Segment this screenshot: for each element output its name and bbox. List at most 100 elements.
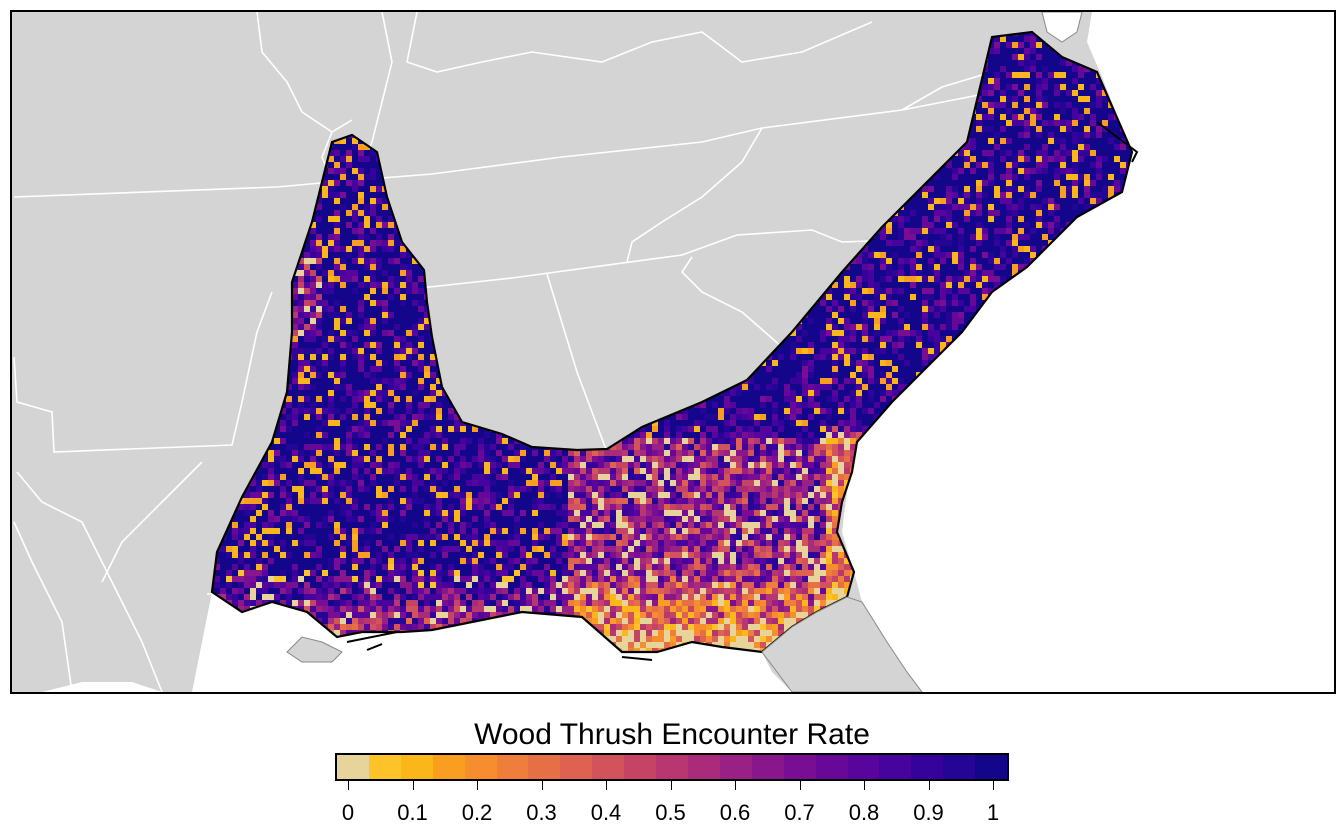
raster-cell [1000,54,1007,61]
raster-cell [1018,210,1025,217]
raster-cell [1000,42,1007,49]
raster-cell [334,198,341,205]
raster-cell [970,192,977,199]
raster-cell [1048,156,1055,163]
raster-cell [1090,114,1097,121]
raster-cell [1078,156,1085,163]
raster-cell [1114,120,1121,127]
raster-cell [364,210,371,217]
raster-cell [988,138,995,145]
raster-cell [1000,186,1007,193]
raster-cell [1030,114,1037,121]
raster-cell [364,180,371,187]
raster-cell [1000,168,1007,175]
raster-cell [1012,90,1019,97]
raster-cell [1012,180,1019,187]
raster-cell [1036,180,1043,187]
raster-cell [328,198,335,205]
raster-cell [1030,156,1037,163]
raster-cell [1012,96,1019,103]
raster-cell [982,204,989,211]
raster-cell [1066,90,1073,97]
raster-cell [1096,84,1103,91]
raster-cell [994,204,1001,211]
raster-cell [352,198,359,205]
raster-cell [970,120,977,127]
raster-cell [1096,180,1103,187]
raster-cell [322,198,329,205]
raster-cell [1096,150,1103,157]
raster-cell [1012,84,1019,91]
raster-cell [346,186,353,193]
raster-cell [1108,150,1115,157]
raster-cell [952,168,959,175]
raster-cell [1072,162,1079,169]
raster-cell [346,192,353,199]
raster-cell [1012,48,1019,55]
raster-cell [1066,108,1073,115]
raster-cell [1084,114,1091,121]
raster-cell [958,210,965,217]
raster-cell [352,144,359,151]
raster-cell [1024,186,1031,193]
raster-cell [1042,156,1049,163]
raster-cell [1012,132,1019,139]
raster-cell [1054,60,1061,67]
raster-cell [1036,150,1043,157]
raster-cell [340,162,347,169]
raster-cell [970,210,977,217]
raster-cell [994,114,1001,121]
raster-cell [1006,78,1013,85]
raster-cell [1066,156,1073,163]
raster-cell [1048,162,1055,169]
raster-cell [346,210,353,217]
raster-cell [1102,156,1109,163]
raster-cell [1120,150,1127,157]
raster-cell [1120,162,1127,169]
raster-cell [1060,132,1067,139]
raster-cell [976,126,983,133]
raster-cell [1000,138,1007,145]
raster-cell [1036,168,1043,175]
raster-cell [1006,138,1013,145]
raster-cell [1024,138,1031,145]
raster-cell [934,204,941,211]
raster-cell [898,216,905,223]
raster-cell [1060,138,1067,145]
raster-cell [1036,174,1043,181]
raster-cell [970,150,977,157]
raster-cell [328,186,335,193]
raster-cell [1072,120,1079,127]
raster-cell [1030,204,1037,211]
raster-cell [1078,198,1085,205]
raster-cell [358,186,365,193]
raster-cell [1054,78,1061,85]
raster-cell [358,150,365,157]
raster-cell [988,114,995,121]
raster-cell [322,186,329,193]
raster-cell [1090,180,1097,187]
raster-cell [1012,72,1019,79]
raster-cell [1060,198,1067,205]
raster-cell [934,216,941,223]
raster-cell [1042,126,1049,133]
raster-cell [1120,132,1127,139]
raster-cell [346,138,353,145]
raster-cell [1036,90,1043,97]
gulf-of-mexico [42,592,792,692]
raster-cell [1012,204,1019,211]
raster-cell [1120,156,1127,163]
raster-cell [346,156,353,163]
raster-cell [988,102,995,109]
raster-cell [1096,132,1103,139]
raster-cell [1018,192,1025,199]
raster-cell [910,210,917,217]
raster-cell [370,168,377,175]
raster-cell [1084,120,1091,127]
raster-cell [940,198,947,205]
raster-cell [910,198,917,205]
bay-water [1041,12,1083,43]
raster-cell [352,156,359,163]
raster-cell [940,174,947,181]
raster-cell [1000,120,1007,127]
